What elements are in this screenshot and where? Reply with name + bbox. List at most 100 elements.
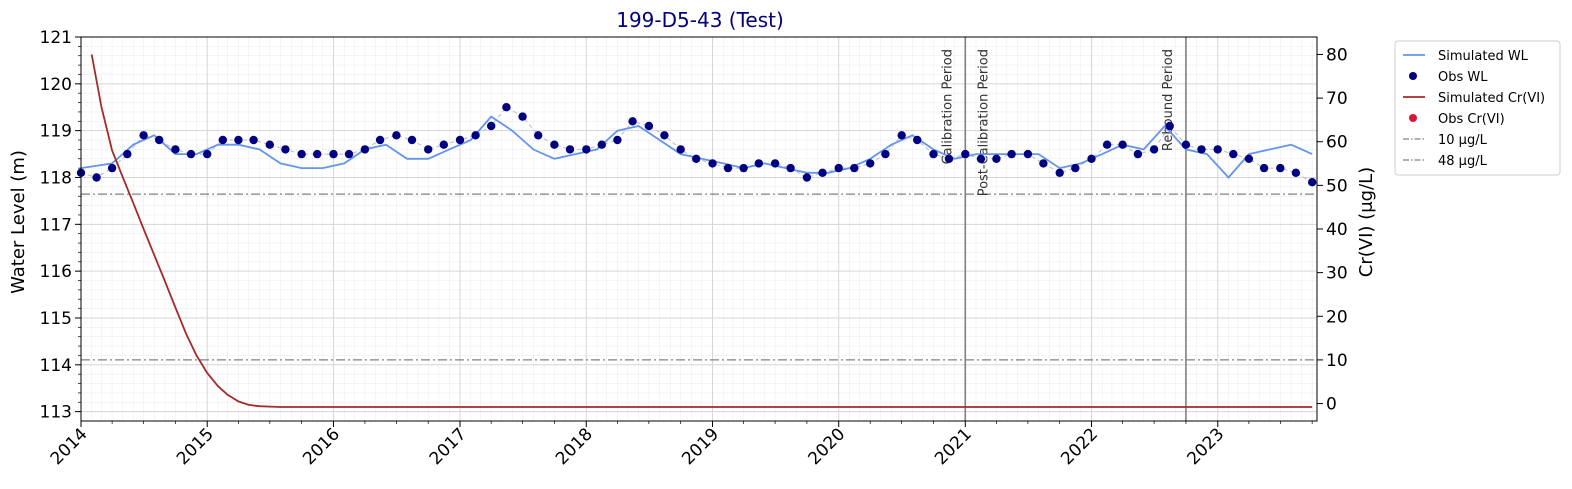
period-label-after: Post-Calibration Period xyxy=(976,49,991,196)
y-right-tick-label: 20 xyxy=(1326,307,1348,327)
obs-wl-point xyxy=(171,145,180,154)
series xyxy=(76,54,1317,408)
obs-wl-point xyxy=(1276,163,1285,173)
y-left-tick-label: 120 xyxy=(40,75,72,95)
obs-wl-point xyxy=(1165,121,1174,131)
obs-wl-point xyxy=(518,112,527,121)
obs-wl-point xyxy=(392,131,401,140)
obs-wl-point xyxy=(770,159,780,168)
y-right-tick-label: 80 xyxy=(1326,45,1348,65)
obs-wl-point xyxy=(534,131,543,140)
obs-wl-point xyxy=(107,163,117,173)
legend-marker xyxy=(1409,114,1417,122)
obs-wl-point xyxy=(1181,140,1191,149)
y-left-tick-label: 115 xyxy=(40,309,72,329)
obs-wl-point xyxy=(1039,159,1048,168)
y-left-tick-label: 116 xyxy=(40,262,72,282)
simulated-wl-line xyxy=(80,115,1313,179)
obs-wl-point xyxy=(628,117,637,126)
x-tick-label: 2022 xyxy=(1057,424,1102,469)
obs-wl-point xyxy=(360,145,370,154)
y-right-tick-label: 0 xyxy=(1326,395,1337,415)
y-left-tick-label: 117 xyxy=(40,215,72,235)
obs-wl-point xyxy=(1308,178,1317,187)
obs-wl-point xyxy=(1102,140,1112,149)
obs-wl-point xyxy=(424,145,433,154)
y-left-tick-label: 119 xyxy=(40,122,72,142)
x-tick-label: 2018 xyxy=(552,424,597,469)
obs-wl-point xyxy=(866,159,875,168)
obs-wl-point xyxy=(976,154,986,163)
obs-wl-point xyxy=(1291,168,1301,177)
period-label-before: Calibration Period xyxy=(940,49,955,164)
obs-wl-point xyxy=(944,154,954,163)
obs-wl-point xyxy=(218,135,227,145)
period-lines: Calibration Period Post-Calibration Perio… xyxy=(940,37,1187,421)
obs-wl-point xyxy=(708,159,717,168)
obs-wl-point xyxy=(913,135,922,145)
obs-wl-point xyxy=(1133,149,1143,159)
y-left-tick-label: 113 xyxy=(40,403,72,423)
obs-wl-point xyxy=(1055,168,1064,177)
obs-wl-point xyxy=(313,149,322,159)
obs-wl-point xyxy=(1087,154,1096,163)
obs-wl-point xyxy=(1259,163,1269,173)
x-tick-label: 2014 xyxy=(47,424,92,469)
obs-wl-point xyxy=(786,163,795,173)
obs-wl-point xyxy=(203,149,212,159)
obs-wl-point xyxy=(850,163,859,173)
obs-wl-point xyxy=(754,159,763,168)
obs-wl-point xyxy=(265,140,274,149)
obs-wl-point xyxy=(186,149,196,159)
y-right-tick-label: 60 xyxy=(1326,133,1348,153)
obs-wl-point xyxy=(487,121,496,131)
obs-wl-point xyxy=(739,163,748,173)
obs-wl-point xyxy=(565,145,575,154)
x-tick-label: 2017 xyxy=(426,424,471,469)
obs-wl-point xyxy=(929,149,938,159)
obs-wl-point xyxy=(1118,140,1127,149)
legend-label: Obs Cr(VI) xyxy=(1438,112,1505,127)
obs-wl-point xyxy=(723,163,733,173)
obs-wl-point xyxy=(802,173,812,182)
obs-wl-point xyxy=(582,145,591,154)
obs-wl-point xyxy=(1229,149,1238,159)
y-left-tick-label: 121 xyxy=(40,28,72,48)
y-axis-right-title: Cr(VI) (μg/L) xyxy=(1356,167,1377,277)
obs-wl-point xyxy=(834,163,843,173)
obs-wl-point xyxy=(297,149,306,159)
y-right-tick-label: 50 xyxy=(1326,176,1348,196)
x-tick-label: 2020 xyxy=(805,424,850,469)
obs-wl-point xyxy=(897,131,906,140)
legend-marker xyxy=(1409,72,1417,80)
x-tick-label: 2015 xyxy=(173,424,218,469)
obs-wl-point xyxy=(234,135,243,145)
x-tick-label: 2021 xyxy=(931,424,976,469)
obs-wl-point xyxy=(155,135,164,145)
plot-frame xyxy=(80,36,1318,422)
obs-wl-point xyxy=(881,149,890,159)
obs-wl-point xyxy=(123,149,132,159)
obs-wl-point xyxy=(139,131,148,140)
x-tick-label: 2019 xyxy=(678,424,723,469)
legend-box xyxy=(1394,40,1561,176)
y-right-tick-label: 10 xyxy=(1326,351,1348,371)
x-tick-label: 2016 xyxy=(299,424,344,469)
obs-wl-point xyxy=(1244,154,1254,163)
obs-wl-point xyxy=(1213,145,1222,154)
axes: 2014 2015 2016 2017 2018 2019 2020 2021 2022 2023… xyxy=(40,28,1348,469)
obs-wl-point xyxy=(1007,149,1016,159)
obs-wl-point xyxy=(992,154,1001,163)
obs-wl-point xyxy=(92,173,101,182)
obs-wl-point xyxy=(281,145,290,154)
obs-wl-point xyxy=(455,135,465,145)
obs-wl-point xyxy=(597,140,606,149)
legend-label: Simulated Cr(VI) xyxy=(1438,91,1545,106)
obs-wl-point xyxy=(1149,145,1159,154)
obs-wl-point xyxy=(375,135,385,145)
legend-label: 48 μg/L xyxy=(1438,154,1488,169)
x-tick-label: 2023 xyxy=(1184,424,1229,469)
obs-wl-point xyxy=(660,131,669,140)
grid xyxy=(80,36,1317,421)
